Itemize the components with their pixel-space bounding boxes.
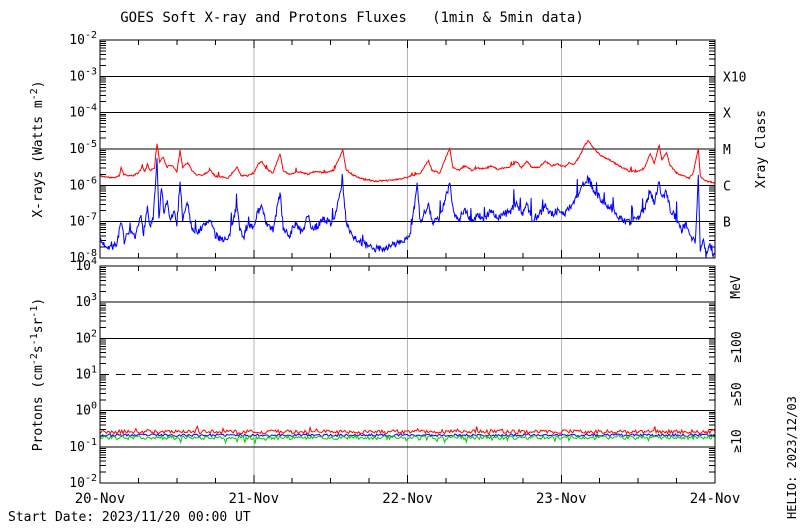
xray-class-label: X: [723, 107, 731, 122]
proton-ytick-label: 104: [75, 256, 97, 274]
xray-ytick-label: 10-5: [69, 139, 97, 157]
chart-labels: 10-2 10-3 10-4 10-5 10-6 10-7 10-8 X10 X M C B X-ray…: [29, 30, 769, 507]
proton-ytick-label: 102: [75, 328, 97, 346]
x-day-label: 21-Nov: [228, 491, 279, 507]
xray-short-0.05-0.4nm-series: [100, 158, 715, 258]
credit-label: HELIO: 2023/12/03: [785, 396, 799, 519]
proton-ytick-label: 10-2: [69, 473, 97, 491]
xray-right-axis-title: Xray Class: [754, 110, 769, 188]
xray-class-label: M: [723, 143, 731, 158]
protons-ge10MeV-series: [100, 425, 715, 436]
chart-panels: [99, 39, 716, 484]
x-day-label: 23-Nov: [536, 491, 587, 507]
proton-ytick-label: 101: [75, 365, 97, 383]
chart-title: GOES Soft X-ray and Protons Fluxes (1min…: [120, 10, 584, 26]
xray-class-label: C: [723, 179, 731, 194]
xray-ytick-label: 10-3: [69, 66, 97, 84]
xray-ytick-label: 10-8: [69, 248, 97, 266]
x-day-label: 22-Nov: [382, 491, 433, 507]
x-day-label: 24-Nov: [690, 491, 741, 507]
xray-class-label: B: [723, 216, 731, 231]
xray-ytick-label: 10-4: [69, 103, 97, 121]
xray-ytick-label: 10-7: [69, 212, 97, 230]
xray-frame: [99, 39, 716, 259]
proton-ytick-label: 10-1: [69, 437, 97, 455]
x-day-label: 20-Nov: [75, 491, 126, 507]
protons-ge50MeV-series: [100, 432, 715, 438]
proton-ytick-label: 103: [75, 292, 97, 310]
proton-right-axis-title: MeV: [729, 275, 744, 299]
xray-long-0.1-0.8nm-series: [100, 139, 715, 184]
xray-panel: [99, 39, 716, 259]
xray-class-label: X10: [723, 70, 746, 85]
proton-frame: [99, 265, 716, 484]
xray-ytick-label: 10-2: [69, 30, 97, 48]
proton-legend-protons-ge100MeV: ≥100: [730, 331, 745, 362]
protons-ge100MeV-series: [100, 434, 715, 445]
proton-axis-title: Protons (cm-2s-1sr-1): [29, 298, 46, 452]
start-date-label: Start Date: 2023/11/20 00:00 UT: [8, 510, 251, 525]
proton-legend-protons-ge50MeV: ≥50: [730, 382, 745, 405]
proton-ytick-label: 100: [75, 401, 97, 419]
proton-legend-protons-ge10MeV: ≥10: [730, 429, 745, 452]
proton-panel: [99, 265, 716, 484]
xray-axis-title: X-rays (Watts m-2): [29, 80, 46, 217]
xray-ytick-label: 10-6: [69, 175, 97, 193]
